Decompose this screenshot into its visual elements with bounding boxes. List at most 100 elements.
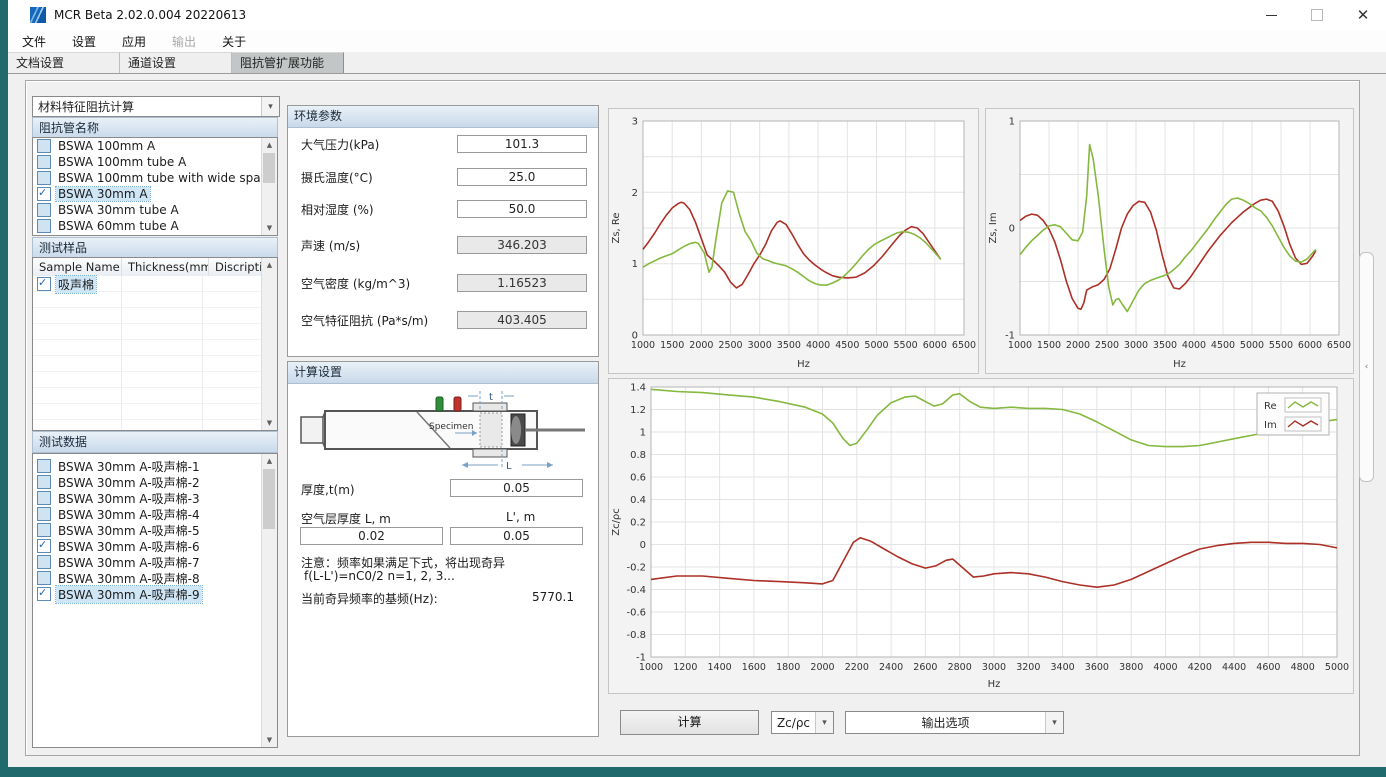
tube-list-scrollbar[interactable]: ▲ ▼ xyxy=(261,138,277,235)
menu-output: 输出 xyxy=(172,34,197,49)
list-item[interactable]: BSWA 30mm A-吸声棉-3 xyxy=(33,490,277,506)
list-item-label: BSWA 30mm A-吸声棉-8 xyxy=(58,571,200,586)
l2-label: L', m xyxy=(506,510,536,524)
svg-text:Zc/ρc: Zc/ρc xyxy=(611,508,622,536)
svg-text:1000: 1000 xyxy=(631,340,655,351)
air-layer-label: 空气层厚度 L, m xyxy=(301,512,391,526)
checkbox-icon[interactable] xyxy=(37,475,51,489)
env-field-input[interactable]: 25.0 xyxy=(457,168,587,186)
scroll-down-icon[interactable]: ▼ xyxy=(262,733,277,747)
checkbox-icon[interactable] xyxy=(37,523,51,537)
list-item-label: BSWA 30mm A-吸声棉-4 xyxy=(58,507,200,522)
menu-file[interactable]: 文件 xyxy=(22,34,47,49)
scroll-down-icon[interactable]: ▼ xyxy=(262,416,277,430)
checkbox-icon[interactable] xyxy=(37,586,51,601)
checkbox-icon[interactable] xyxy=(37,507,51,521)
sample-table-header: Sample Name Thickness(mm) Discription xyxy=(33,258,277,277)
list-item[interactable]: BSWA 30mm tube A xyxy=(33,202,277,218)
list-item[interactable]: BSWA 100mm tube A xyxy=(33,154,277,170)
list-item[interactable]: BSWA 60mm tube A xyxy=(33,218,277,234)
data-list-scrollbar[interactable]: ▲ ▼ xyxy=(261,454,277,747)
tab-document-settings[interactable]: 文档设置 xyxy=(8,52,120,73)
list-item[interactable]: BSWA 30mm A-吸声棉-8 xyxy=(33,570,277,586)
list-item[interactable]: BSWA 30mm A xyxy=(33,186,277,202)
list-item[interactable]: BSWA 100mm tube with wide spacing xyxy=(33,170,277,186)
menu-settings[interactable]: 设置 xyxy=(72,34,97,49)
checkbox-icon[interactable] xyxy=(37,571,51,585)
svg-text:2000: 2000 xyxy=(689,340,713,351)
checkbox-icon[interactable] xyxy=(37,219,51,233)
minimize-button[interactable] xyxy=(1248,0,1294,30)
singularity-note-line2: f(L-L')=nC0/2 n=1, 2, 3... xyxy=(304,569,455,583)
env-field-input[interactable]: 101.3 xyxy=(457,135,587,153)
svg-text:4500: 4500 xyxy=(835,340,859,351)
svg-text:2200: 2200 xyxy=(845,662,869,673)
menu-about[interactable]: 关于 xyxy=(222,34,247,49)
checkbox-icon[interactable] xyxy=(37,555,51,569)
maximize-button[interactable] xyxy=(1294,0,1340,30)
close-button[interactable]: ✕ xyxy=(1356,6,1370,24)
svg-text:5000: 5000 xyxy=(1240,340,1264,351)
checkbox-icon[interactable] xyxy=(37,276,51,291)
zc-chart: 1000 1200 1400 1600 1800 2000 2200 2400 2600 2800… xyxy=(608,378,1354,694)
chevron-down-icon[interactable]: ▾ xyxy=(815,712,833,733)
list-item[interactable]: BSWA 30mm A-吸声棉-6 xyxy=(33,538,277,554)
thickness-input[interactable]: 0.05 xyxy=(450,479,583,497)
scroll-thumb[interactable] xyxy=(263,153,275,183)
list-item[interactable]: BSWA 30mm A-吸声棉-4 xyxy=(33,506,277,522)
menu-bar: 文件 设置 应用 输出 关于 xyxy=(8,30,1386,53)
list-item-label: BSWA 100mm tube with wide spacing xyxy=(58,171,278,185)
svg-text:-0.2: -0.2 xyxy=(626,563,646,574)
calculate-button[interactable]: 计算 xyxy=(620,710,759,735)
scroll-up-icon[interactable]: ▲ xyxy=(262,258,277,272)
svg-text:4000: 4000 xyxy=(1153,662,1177,673)
calc-type-value: 材料特征阻抗计算 xyxy=(38,100,135,114)
list-item-label: BSWA 30mm A-吸声棉-9 xyxy=(55,584,203,604)
environment-panel-title: 环境参数 xyxy=(288,106,598,128)
quantity-value: Zc/ρc xyxy=(776,715,811,730)
l2-input[interactable]: 0.05 xyxy=(450,527,583,545)
list-item[interactable]: BSWA 30mm A-吸声棉-9 xyxy=(33,584,277,604)
checkbox-icon[interactable] xyxy=(37,155,51,169)
checkbox-icon[interactable] xyxy=(37,139,51,153)
calc-type-dropdown[interactable]: 材料特征阻抗计算 ▾ xyxy=(32,96,280,117)
list-item[interactable]: BSWA 30mm A-吸声棉-1 xyxy=(33,458,277,474)
list-item[interactable]: BSWA 30mm A-吸声棉-2 xyxy=(33,474,277,490)
scroll-thumb[interactable] xyxy=(263,469,275,529)
list-item[interactable]: BSWA 100mm A xyxy=(33,138,277,154)
sample-table: Sample Name Thickness(mm) Discription 吸声… xyxy=(32,257,278,431)
list-item[interactable]: BSWA 30mm A-吸声棉-7 xyxy=(33,554,277,570)
list-item[interactable]: 吸声棉 xyxy=(33,274,261,294)
checkbox-icon[interactable] xyxy=(37,538,51,553)
impedance-tube-diagram: t Specimen L xyxy=(300,391,585,472)
svg-text:2500: 2500 xyxy=(718,340,742,351)
svg-text:Zs, Re: Zs, Re xyxy=(611,212,622,243)
col-sample-name[interactable]: Sample Name xyxy=(33,258,122,276)
checkbox-icon[interactable] xyxy=(37,186,51,201)
list-item-label: 吸声棉 xyxy=(54,274,98,294)
chevron-down-icon[interactable]: ▾ xyxy=(261,97,279,116)
splitter-handle[interactable]: ‹ xyxy=(1359,252,1374,482)
scroll-up-icon[interactable]: ▲ xyxy=(262,454,277,468)
svg-text:4500: 4500 xyxy=(1211,340,1235,351)
svg-text:6500: 6500 xyxy=(952,340,976,351)
sample-table-scrollbar[interactable]: ▲ ▼ xyxy=(261,258,277,430)
output-options-dropdown[interactable]: 输出选项 ▾ xyxy=(845,711,1064,734)
checkbox-icon[interactable] xyxy=(37,203,51,217)
air-layer-input[interactable]: 0.02 xyxy=(300,527,443,545)
scroll-down-icon[interactable]: ▼ xyxy=(262,221,277,235)
checkbox-icon[interactable] xyxy=(37,171,51,185)
env-field-input[interactable]: 50.0 xyxy=(457,200,587,218)
svg-text:0.2: 0.2 xyxy=(630,518,646,529)
checkbox-icon[interactable] xyxy=(37,491,51,505)
tab-channel-settings[interactable]: 通道设置 xyxy=(120,52,232,73)
menu-apply[interactable]: 应用 xyxy=(122,34,147,49)
list-item-label: BSWA 30mm A-吸声棉-1 xyxy=(58,459,200,474)
scroll-up-icon[interactable]: ▲ xyxy=(262,138,277,152)
checkbox-icon[interactable] xyxy=(37,459,51,473)
col-thickness[interactable]: Thickness(mm) xyxy=(122,258,209,276)
quantity-dropdown[interactable]: Zc/ρc ▾ xyxy=(771,711,834,734)
chevron-down-icon[interactable]: ▾ xyxy=(1045,712,1063,733)
tab-impedance-tube-extension[interactable]: 阻抗管扩展功能 xyxy=(232,52,344,73)
list-item[interactable]: BSWA 30mm A-吸声棉-5 xyxy=(33,522,277,538)
